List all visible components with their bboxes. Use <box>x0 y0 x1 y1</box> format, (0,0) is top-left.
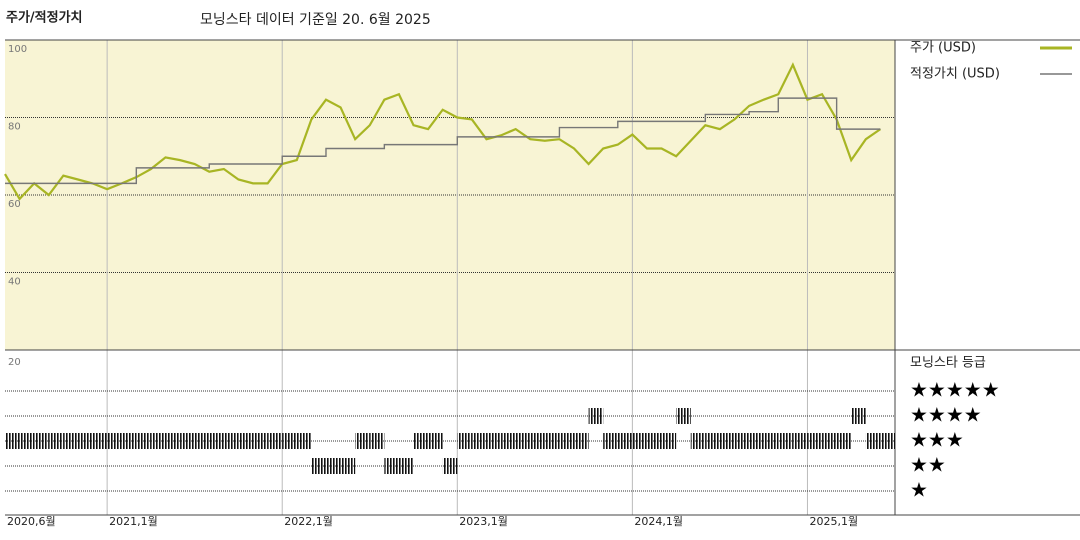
rating-bar <box>442 458 458 474</box>
rating-bar <box>209 433 224 449</box>
rating-bar <box>165 433 181 449</box>
rating-bar <box>398 458 414 474</box>
rating-label: ★★ <box>910 453 946 477</box>
rating-bar <box>544 433 560 449</box>
rating-bar <box>19 433 35 449</box>
x-tick-label: 2023,1월 <box>459 515 508 528</box>
rating-bar <box>457 433 472 449</box>
rating-bar <box>369 433 385 449</box>
rating-bar <box>428 433 443 449</box>
rating-bar <box>865 433 881 449</box>
rating-bar <box>384 458 399 474</box>
rating-bar <box>646 433 662 449</box>
rating-bar <box>136 433 151 449</box>
rating-label: ★ <box>910 478 928 502</box>
rating-label: ★★★★ <box>910 403 982 427</box>
rating-bar <box>792 433 808 449</box>
rating-bar <box>778 433 793 449</box>
rating-bar <box>34 433 49 449</box>
rating-bar <box>705 433 720 449</box>
series-line <box>5 97 881 185</box>
rating-bar <box>325 458 341 474</box>
rating-bar <box>719 433 735 449</box>
rating-bar <box>515 433 531 449</box>
rating-bar <box>559 433 575 449</box>
rating-bar <box>836 433 852 449</box>
rating-bar <box>413 433 429 449</box>
rating-bar <box>238 433 254 449</box>
rating-bar <box>603 433 618 449</box>
x-tick-label: 2020,6월 <box>7 515 56 528</box>
rating-title: 모닝스타 등급 <box>910 356 986 371</box>
rating-bar <box>690 433 706 449</box>
rating-bar <box>121 433 137 449</box>
rating-label: ★★★ <box>910 428 964 452</box>
rating-bar <box>63 433 78 449</box>
rating-bar <box>676 408 691 424</box>
rating-bar <box>661 433 677 449</box>
y-tick-label: 80 <box>8 122 21 133</box>
rating-bar <box>311 458 326 474</box>
rating-bar <box>355 433 370 449</box>
rating-bar <box>253 433 268 449</box>
rating-bar <box>107 433 122 449</box>
rating-bar <box>471 433 487 449</box>
rating-bar <box>574 433 589 449</box>
legend-label: 주가 (USD) <box>910 41 976 56</box>
rating-bar <box>486 433 502 449</box>
y-tick-label: 100 <box>8 44 27 55</box>
rating-bar <box>851 408 866 424</box>
rating-bar <box>807 433 823 449</box>
rating-bar <box>588 408 604 424</box>
legend-label: 적정가치 (USD) <box>910 67 1000 82</box>
rating-bar <box>880 433 895 449</box>
chart-title: 주가/적정가치 <box>6 10 83 26</box>
rating-bar <box>530 433 545 449</box>
x-tick-label: 2025,1월 <box>809 515 858 528</box>
rating-bar <box>501 433 516 449</box>
rating-bar <box>223 433 239 449</box>
y-tick-label: 20 <box>8 357 21 368</box>
rating-label: ★★★★★ <box>910 378 1000 402</box>
rating-bar <box>822 433 837 449</box>
rating-bar <box>617 433 633 449</box>
rating-bar <box>77 433 93 449</box>
chart-subtitle: 모닝스타 데이터 기준일 20. 6월 2025 <box>200 12 431 28</box>
y-tick-label: 60 <box>8 199 21 210</box>
rating-bar <box>194 433 210 449</box>
rating-bar <box>632 433 647 449</box>
rating-bar <box>763 433 779 449</box>
rating-bar <box>734 433 750 449</box>
rating-bar <box>340 458 356 474</box>
x-tick-label: 2021,1월 <box>109 515 158 528</box>
rating-bar <box>92 433 108 449</box>
series-line <box>4 62 882 201</box>
x-tick-label: 2022,1월 <box>284 515 333 528</box>
rating-bar <box>267 433 283 449</box>
rating-bar <box>5 433 20 449</box>
rating-bar <box>180 433 195 449</box>
rating-bar <box>282 433 297 449</box>
rating-bar <box>150 433 166 449</box>
rating-bar <box>296 433 312 449</box>
y-tick-label: 40 <box>8 277 21 288</box>
x-tick-label: 2024,1월 <box>634 515 683 528</box>
rating-bar <box>48 433 64 449</box>
rating-bar <box>749 433 764 449</box>
